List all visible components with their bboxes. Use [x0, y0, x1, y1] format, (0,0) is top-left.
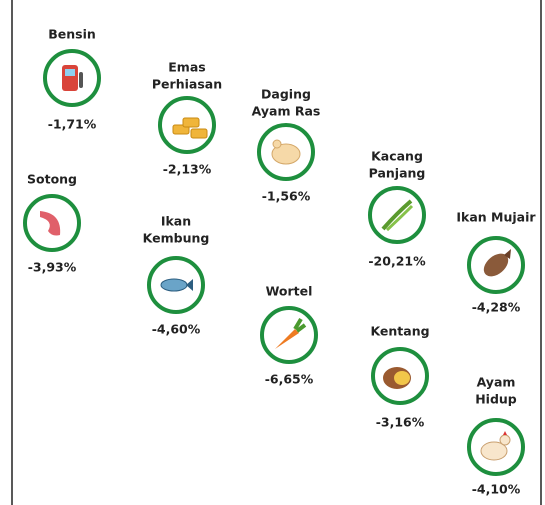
item: Bensin -1,71%: [43, 27, 101, 132]
icon: [480, 431, 511, 461]
icon: [504, 249, 511, 259]
item: Ayam Hidup -4,10%: [467, 375, 525, 497]
item-label: Panjang: [369, 166, 426, 181]
item-change: -2,13%: [163, 162, 212, 177]
item-label: Wortel: [266, 284, 313, 299]
item-change: -4,28%: [472, 300, 521, 315]
item: Sotong -3,93%: [23, 172, 81, 275]
icon: [172, 117, 208, 139]
icon: [394, 371, 410, 385]
item-change: -4,60%: [152, 322, 201, 337]
item-change: -20,21%: [368, 254, 426, 269]
item-change: -1,71%: [48, 117, 97, 132]
item-label: Kembung: [143, 231, 210, 246]
icon: [293, 317, 307, 333]
icon: [272, 139, 282, 149]
item-label: Perhiasan: [152, 77, 222, 92]
icon: [483, 249, 511, 277]
item-label: Emas: [168, 60, 205, 75]
icon: [271, 143, 301, 165]
icon: [40, 211, 61, 236]
icon: [381, 199, 414, 232]
item: Ikan Kembung -4,60%: [143, 214, 210, 337]
icon: [480, 441, 508, 461]
icon: [381, 199, 413, 231]
icon: [160, 278, 193, 292]
item: Kentang -3,16%: [370, 324, 429, 430]
icon: [65, 69, 75, 76]
icon: [503, 431, 507, 435]
icon: [275, 329, 299, 349]
item-label: Ikan: [161, 214, 191, 229]
icon: [79, 72, 83, 88]
item-change: -3,93%: [28, 260, 77, 275]
item: Daging Ayam Ras -1,56%: [252, 87, 321, 204]
icon: [271, 139, 301, 165]
item-label: Kentang: [370, 324, 429, 339]
icon: [383, 367, 411, 389]
icon: [483, 253, 509, 277]
item-label: Daging: [261, 87, 311, 102]
item-label: Ikan Mujair: [456, 210, 536, 225]
icon: [190, 128, 208, 139]
item-change: -4,10%: [472, 482, 521, 497]
item-change: -3,16%: [376, 415, 425, 430]
icon: [62, 65, 78, 91]
icon: [62, 65, 83, 91]
icon: [385, 204, 414, 232]
item-label: Sotong: [27, 172, 77, 187]
item-label: Ayam Ras: [252, 104, 321, 119]
item-label: Hidup: [475, 392, 517, 407]
item-change: -1,56%: [262, 189, 311, 204]
item-change: -6,65%: [265, 372, 314, 387]
icon: [160, 278, 188, 292]
item: Wortel -6,65%: [260, 284, 318, 387]
item: Emas Perhiasan -2,13%: [152, 60, 222, 177]
item-label: Kacang: [371, 149, 423, 164]
icon: [499, 434, 511, 446]
item: Kacang Panjang -20,21%: [368, 149, 426, 269]
item: Ikan Mujair -4,28%: [456, 210, 536, 315]
icon: [40, 211, 61, 236]
item-label: Ayam: [477, 375, 516, 390]
icon: [186, 279, 193, 291]
icon: [182, 117, 200, 128]
item-label: Bensin: [48, 27, 96, 42]
icon: [275, 317, 307, 349]
